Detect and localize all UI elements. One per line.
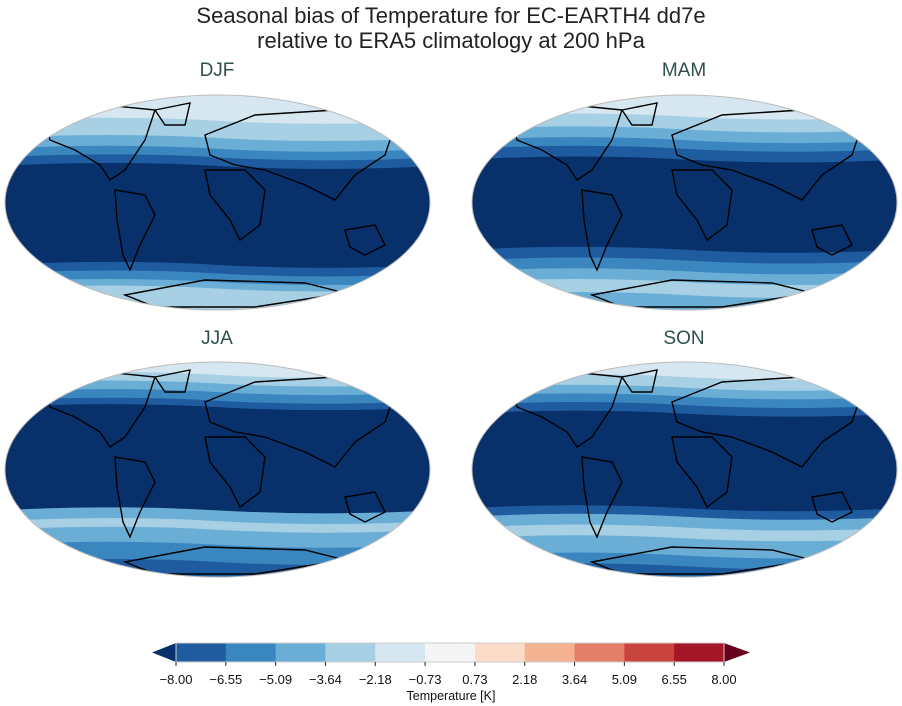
colorbar-tick-label: −2.18 [358,672,392,687]
coastline [204,376,396,468]
map-panel-jja [4,361,431,578]
contour-band [5,162,430,271]
colorbar-swatch [474,643,526,662]
colorbar-tick-label: −0.73 [408,672,442,687]
coastline [204,109,396,201]
panel-title-djf: DJF [199,60,235,81]
map-outline [4,94,431,311]
coastline [620,369,658,393]
colorbar-tick-label: −8.00 [159,672,193,687]
contour-band [472,156,897,256]
colorbar-tick-label: 3.64 [561,672,588,687]
panel-title-son: SON [663,328,705,349]
colorbar-tick-label: 2.18 [512,672,538,687]
coastline [204,169,266,242]
colorbar-swatch [375,643,426,662]
coastline [114,189,156,272]
bias-contours [5,362,430,577]
coastline [671,169,733,242]
coastline [671,109,863,201]
coastline [511,104,623,181]
coastline [204,436,266,509]
coastline [581,456,623,539]
colorbar-tick-label: 0.73 [462,672,488,687]
map-panel-son [471,361,898,578]
colorbar-swatch [225,643,277,662]
contour-band [5,404,430,517]
colorbar-swatch [425,643,476,662]
map-panel-djf [4,94,431,311]
coastline [153,369,191,393]
map-outline [471,361,898,578]
colorbar-label: Temperature [K] [406,689,496,703]
colorbar-swatch [574,643,625,662]
map-outline [4,361,431,578]
bias-contours [472,362,897,577]
contour-band [5,558,430,577]
colorbar-swatch [524,643,576,662]
colorbar-tick-label: 5.09 [611,672,638,687]
coastline [344,224,386,256]
coastline [153,102,191,126]
coastline [511,371,623,448]
colorbar-tick-label: 8.00 [711,672,737,687]
colorbar-swatch [325,643,376,662]
contour-band [472,291,897,310]
coastline [620,102,658,126]
contour-band [472,410,897,515]
figure-title-line-1: Seasonal bias of Temperature for EC-EART… [196,3,706,28]
coastline [344,491,386,523]
colorbar-swatch [674,643,725,662]
bias-contours [5,95,430,310]
colorbar-tick-label: −5.09 [259,672,293,687]
coastline [44,104,156,181]
bias-contours [472,95,897,310]
coastline [671,436,733,509]
figure-title-line-2: relative to ERA5 climatology at 200 hPa [257,28,645,53]
colorbar [152,642,750,666]
coastline [811,224,853,256]
panel-title-mam: MAM [661,60,707,81]
coastline [581,189,623,272]
coastline [114,456,156,539]
panel-title-jja: JJA [201,328,233,349]
colorbar-tick-label: −6.55 [209,672,243,687]
colorbar-tick-label: 6.55 [661,672,687,687]
colorbar-swatch [275,643,326,662]
colorbar-swatch [624,643,675,662]
coastline [671,376,863,468]
colorbar-swatch [176,643,227,662]
coastline [811,491,853,523]
coastline [44,371,156,448]
colorbar-extend-high [724,643,750,662]
colorbar-tick-label: −3.64 [309,672,342,687]
map-panel-mam [471,94,898,311]
map-outline [471,94,898,311]
colorbar-extend-low [152,643,176,662]
